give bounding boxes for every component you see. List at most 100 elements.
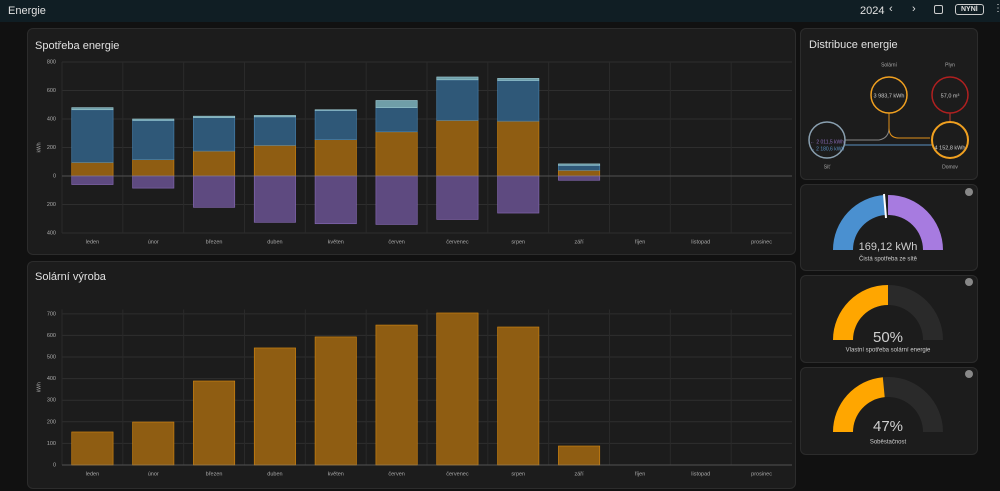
chart-title: Spotřeba energie (35, 40, 119, 52)
x-tick-label: listopad (691, 471, 710, 477)
bar (375, 175, 418, 225)
flow (840, 113, 890, 141)
bar (375, 324, 418, 466)
bar (71, 175, 114, 185)
bar (497, 326, 540, 466)
x-tick-label: září (574, 471, 584, 477)
bar (314, 109, 357, 111)
now-button[interactable]: NYNÍ (955, 4, 984, 15)
node-value: 4 152,8 kWh (935, 145, 966, 151)
node-label: Domov (942, 164, 958, 170)
y-tick-label: 600 (47, 88, 56, 94)
x-tick-label: červenec (446, 239, 469, 245)
bar (193, 150, 236, 177)
bar (314, 175, 357, 225)
bar (497, 175, 540, 214)
x-tick-label: listopad (691, 239, 710, 245)
node-value: 57,0 m³ (941, 93, 960, 99)
bar (253, 116, 296, 146)
info[interactable] (965, 278, 973, 286)
gauge-value: 50% (873, 329, 903, 346)
info[interactable] (965, 370, 973, 378)
chart-title: Solární výroba (35, 271, 107, 283)
bar (314, 139, 357, 177)
bar (436, 79, 479, 121)
bar (71, 162, 114, 177)
node-value: ← 2 011,5 kWh (810, 139, 844, 145)
gauge-arc (888, 195, 943, 250)
bar (71, 431, 114, 466)
year[interactable]: 2024 (860, 5, 885, 17)
x-tick-label: duben (267, 239, 282, 245)
bar (497, 80, 540, 122)
bar (132, 159, 175, 177)
y-tick-label: 0 (53, 173, 56, 179)
top-bar: Energie 2024 ‹ › NYNÍ ⋮ (0, 0, 1000, 22)
x-tick-label: únor (148, 239, 159, 245)
bar (253, 347, 296, 466)
y-tick-label: 200 (47, 202, 56, 208)
bar (436, 175, 479, 220)
solar-node[interactable] (870, 76, 908, 114)
y-tick-label: 800 (47, 59, 56, 65)
y-tick-label: 400 (47, 376, 56, 382)
y-tick-label: 400 (47, 116, 56, 122)
gauge-value-arc (833, 377, 885, 432)
bar (71, 107, 114, 111)
bar (132, 421, 175, 466)
menu[interactable]: ⋮ (993, 3, 1000, 14)
x-tick-label: duben (267, 471, 282, 477)
bar (132, 120, 175, 160)
y-tick-label: 700 (47, 311, 56, 317)
node-label: Plyn (945, 62, 955, 68)
bar (193, 380, 236, 466)
side-panel: Distribuce energie Solární 3 983,7 kWh P… (808, 39, 973, 446)
bar (558, 175, 601, 181)
bar (193, 115, 236, 118)
bar (375, 100, 418, 108)
needle (883, 193, 887, 219)
bar (314, 110, 357, 140)
grid-node[interactable] (808, 121, 846, 159)
bar (558, 170, 601, 177)
y-tick-label: 200 (47, 145, 56, 151)
node-label: Solární (881, 62, 897, 68)
bar (375, 131, 418, 177)
bar (71, 109, 114, 163)
bar (375, 107, 418, 133)
x-tick-label: únor (148, 471, 159, 477)
node-label: Síť (824, 164, 831, 170)
x-tick-label: říjen (635, 471, 646, 477)
home-node[interactable] (931, 121, 969, 159)
y-tick-label: 0 (53, 462, 56, 468)
next[interactable]: › (912, 3, 916, 15)
prev[interactable]: ‹ (889, 3, 893, 15)
x-tick-label: červen (388, 239, 405, 245)
chart: Spotřeba energie kWh 400 200 0 200 400 600 800 le… (35, 40, 792, 245)
gas-node[interactable] (931, 76, 969, 114)
y-tick-label: 300 (47, 398, 56, 404)
x-tick-label: září (574, 239, 584, 245)
gauge-label: Čistá spotřeba ze sítě (859, 256, 918, 263)
bar (558, 163, 601, 166)
x-tick-label: srpen (511, 471, 525, 477)
bar (436, 76, 479, 81)
bar (193, 175, 236, 208)
y-tick-label: 200 (47, 419, 56, 425)
bar (193, 117, 236, 152)
x-tick-label: říjen (635, 239, 646, 245)
bar (558, 445, 601, 466)
gauge-arc (832, 195, 885, 250)
gauge-label: Soběstačnost (870, 440, 907, 446)
calendar[interactable] (934, 5, 943, 14)
x-tick-label: květen (328, 471, 344, 477)
node-value: → 2 180,6 kWh (810, 146, 845, 152)
bar (497, 120, 540, 177)
x-tick-label: leden (86, 471, 99, 477)
bar (132, 175, 175, 189)
bar (314, 336, 357, 466)
y-axis-label: kWh (36, 382, 42, 392)
y-tick-label: 600 (47, 333, 56, 339)
info[interactable] (965, 188, 973, 196)
